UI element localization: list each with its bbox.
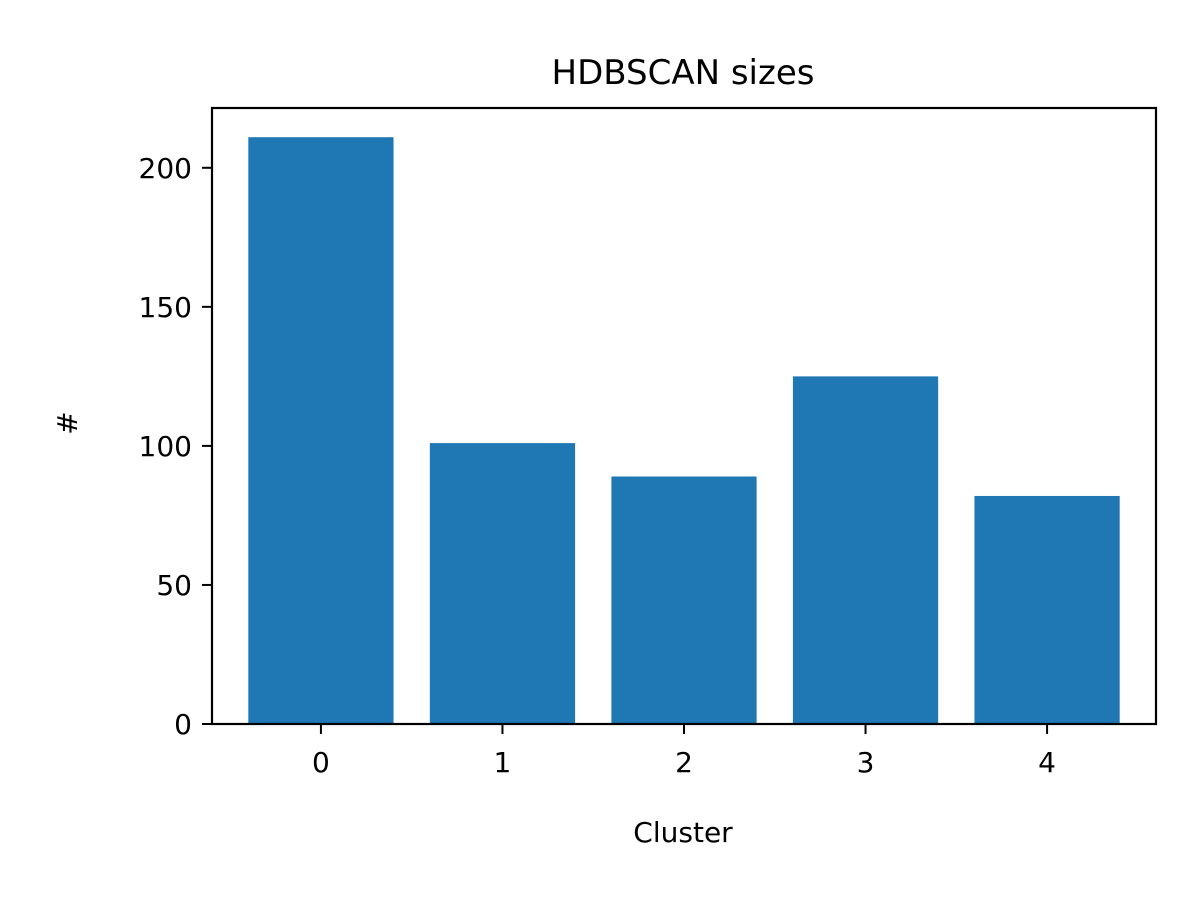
y-tick-label: 150 (139, 291, 192, 324)
plot-frame (210, 106, 1158, 726)
chart-title: HDBSCAN sizes (552, 53, 815, 93)
y-axis-label: # (51, 411, 84, 434)
x-tick-label: 2 (675, 746, 693, 779)
bar-cluster-3 (792, 376, 939, 724)
y-tick-label: 50 (156, 569, 192, 602)
y-tick-label: 200 (139, 152, 192, 185)
x-tick-label: 3 (857, 746, 875, 779)
bar-cluster-1 (429, 443, 576, 724)
x-tick-label: 1 (494, 746, 512, 779)
x-axis: 0 1 2 3 4 (312, 724, 1056, 779)
x-tick-label: 0 (312, 746, 330, 779)
y-tick-label: 0 (174, 708, 192, 741)
y-axis: 0 50 100 150 200 (139, 152, 212, 741)
bar-cluster-2 (611, 476, 757, 724)
x-tick-label: 4 (1038, 746, 1056, 779)
bar-cluster-0 (248, 137, 394, 724)
bar-cluster-4 (974, 495, 1120, 724)
x-axis-label: Cluster (633, 816, 733, 849)
y-tick-label: 100 (139, 430, 192, 463)
bars-layer (248, 137, 1120, 724)
